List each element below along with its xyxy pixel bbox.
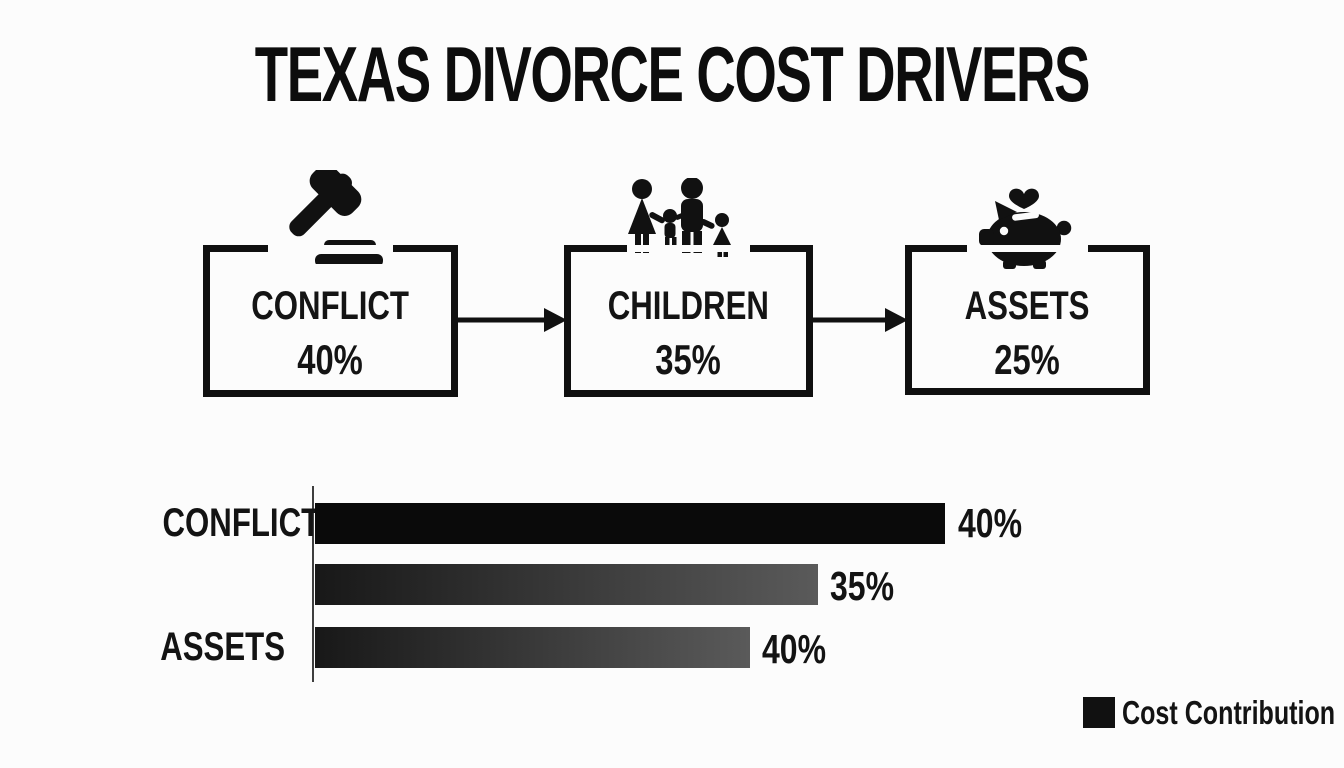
- flow-box-label: ASSETS: [965, 284, 1090, 328]
- box-top-gap: [267, 245, 394, 252]
- arrow-right-icon: [457, 308, 567, 332]
- piggy-bank-icon: [979, 188, 1072, 269]
- bar-middle: [315, 564, 818, 605]
- flow-box-children: CHILDREN 35%: [564, 245, 813, 397]
- flow-box-percent: 25%: [994, 336, 1061, 383]
- flow-box-conflict: CONFLICT 40%: [203, 245, 458, 397]
- bar-value-label: 40%: [958, 500, 1023, 546]
- flow-box-assets: ASSETS 25%: [905, 245, 1150, 395]
- flow-box-label: CHILDREN: [607, 284, 770, 328]
- flow-box-percent: 40%: [297, 336, 364, 383]
- arrow-right-icon: [812, 308, 908, 332]
- bar-assets: [315, 627, 750, 668]
- bar-value-label: 40%: [762, 626, 827, 672]
- bar-category-label-conflict: CONFLICT: [162, 501, 321, 545]
- box-top-gap: [967, 245, 1088, 252]
- box-top-gap: [627, 245, 750, 252]
- page-title: TEXAS DIVORCE COST DRIVERS: [0, 32, 1344, 116]
- legend-swatch: [1083, 697, 1115, 728]
- bar-conflict: [315, 503, 945, 544]
- bar-value-label: 35%: [830, 563, 895, 609]
- chart-axis-line: [312, 486, 314, 682]
- family-icon: [628, 178, 732, 257]
- flow-box-label: CONFLICT: [251, 284, 410, 328]
- flow-box-percent: 35%: [655, 336, 722, 383]
- bar-category-label-assets: ASSETS: [160, 625, 285, 669]
- legend-label: Cost Contribution: [1122, 694, 1336, 731]
- page-title-text: TEXAS DIVORCE COST DRIVERS: [254, 30, 1091, 118]
